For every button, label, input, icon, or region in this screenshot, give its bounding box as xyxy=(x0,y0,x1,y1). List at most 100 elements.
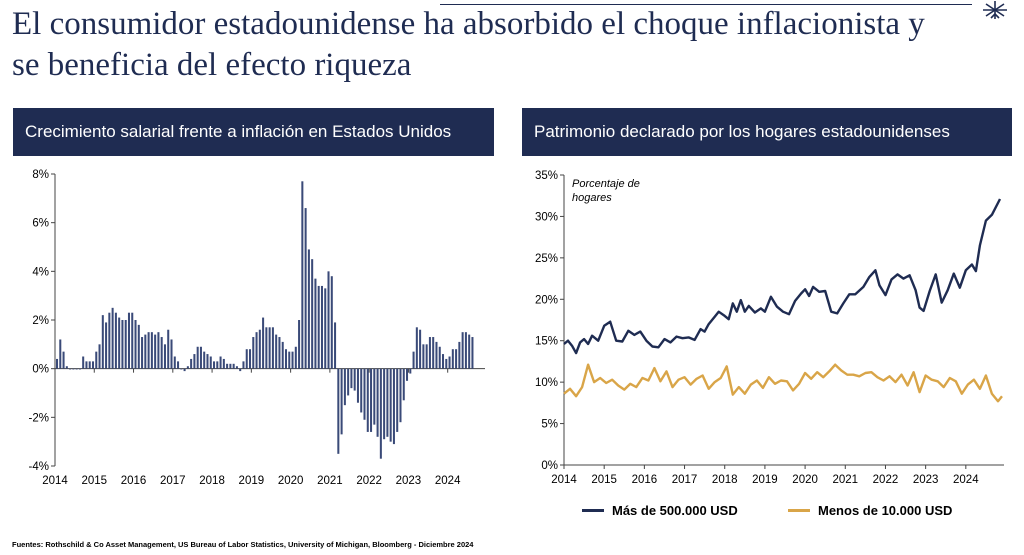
x-tick-label: 2020 xyxy=(792,474,818,486)
bar xyxy=(389,368,392,442)
y-tick-label: 10% xyxy=(535,377,558,389)
x-tick-label: 2017 xyxy=(672,474,698,486)
bar xyxy=(59,339,62,369)
y-tick-label: 2% xyxy=(32,315,49,327)
bar xyxy=(448,356,451,369)
x-tick-label: 2020 xyxy=(278,475,304,487)
bar xyxy=(262,317,265,369)
bar xyxy=(137,324,140,369)
bar xyxy=(392,368,395,445)
bar xyxy=(284,349,288,369)
y-tick-label: 20% xyxy=(535,294,558,306)
y-tick-label: 0% xyxy=(541,460,558,472)
bar xyxy=(88,361,91,369)
y-tick-label: -2% xyxy=(29,412,49,424)
bar xyxy=(337,368,340,454)
legend-item-over-500k: Más de 500.000 USD xyxy=(582,503,738,518)
x-tick-label: 2021 xyxy=(317,475,343,487)
bar xyxy=(409,368,412,374)
bar xyxy=(229,363,232,369)
bar xyxy=(415,327,418,369)
bar xyxy=(298,320,301,369)
bar xyxy=(105,322,108,369)
bar xyxy=(428,337,431,369)
x-tick-label: 2021 xyxy=(832,474,858,486)
household-wealth-chart: 35% 30% 25% 20% 15% 10% 5% 0% 2014 2015 2016 2017 20… xyxy=(522,160,1012,500)
bar xyxy=(330,276,333,369)
bar xyxy=(91,361,95,369)
bar xyxy=(160,337,163,369)
bar xyxy=(353,368,356,391)
chart-2-title: Patrimonio declarado por los hogares est… xyxy=(522,108,1012,156)
bar xyxy=(441,354,445,369)
bar xyxy=(455,349,458,369)
bar xyxy=(252,337,255,369)
y-tick-label: 4% xyxy=(32,266,49,278)
bar xyxy=(307,249,310,369)
x-tick-label: 2014 xyxy=(551,474,577,486)
bar xyxy=(464,332,467,369)
bar xyxy=(245,349,248,369)
x-tick-label: 2024 xyxy=(953,474,979,486)
bar xyxy=(304,208,307,369)
y-tick-label: 35% xyxy=(535,170,558,182)
bar xyxy=(356,368,359,403)
bar xyxy=(141,337,144,369)
bar xyxy=(432,337,435,369)
bar xyxy=(402,368,405,401)
bar xyxy=(317,285,320,369)
bar xyxy=(65,366,68,369)
bar xyxy=(144,334,147,369)
snowflake-logo-icon xyxy=(983,1,1007,19)
bar xyxy=(422,344,425,369)
legend-swatch-gold xyxy=(788,509,810,512)
x-tick-label: 2022 xyxy=(356,475,382,487)
bar xyxy=(147,332,150,369)
source-note: Fuentes: Rothschild & Co Asset Managemen… xyxy=(12,540,474,549)
bar xyxy=(114,312,117,369)
bar xyxy=(69,368,72,370)
bar xyxy=(350,368,353,389)
bar xyxy=(340,368,343,435)
y-tick-label: 0% xyxy=(32,364,49,376)
bar xyxy=(275,334,278,369)
bar xyxy=(281,341,284,369)
bar xyxy=(376,368,379,437)
bar xyxy=(471,337,474,369)
bar xyxy=(438,346,441,369)
legend-swatch-navy xyxy=(582,509,604,512)
wage-vs-inflation-svg: 8% 6% 4% 2% 0% -2% -4% 2014 2015 2016 2017 2018 2019… xyxy=(29,169,485,487)
bar xyxy=(399,368,402,423)
bar xyxy=(193,354,196,369)
page-title: El consumidor estadounidense ha absorbid… xyxy=(12,6,925,83)
bar xyxy=(183,368,186,372)
bar xyxy=(311,259,314,369)
x-tick-label: 2017 xyxy=(160,475,186,487)
annotation-line-2: hogares xyxy=(572,192,612,204)
bar xyxy=(451,349,454,369)
bar xyxy=(278,337,281,369)
bar xyxy=(173,356,176,369)
x-tick-label: 2016 xyxy=(121,475,147,487)
bar xyxy=(412,351,415,369)
bar xyxy=(216,361,219,369)
x-tick-label: 2014 xyxy=(42,475,68,487)
x-tick-label: 2018 xyxy=(712,474,738,486)
bar xyxy=(154,334,157,369)
header-rule xyxy=(440,4,972,5)
bar xyxy=(199,346,202,369)
bar xyxy=(370,368,373,432)
y-tick-label: 5% xyxy=(541,419,558,431)
bar xyxy=(150,332,153,369)
bar xyxy=(167,329,170,369)
bar xyxy=(419,329,422,369)
x-tick-label: 2023 xyxy=(913,474,939,486)
household-wealth-svg: 35% 30% 25% 20% 15% 10% 5% 0% 2014 2015 2016 2017 20… xyxy=(535,170,1004,486)
legend-label-under-10k: Menos de 10.000 USD xyxy=(818,503,953,518)
bar xyxy=(163,344,166,369)
bar xyxy=(127,312,130,369)
bar xyxy=(396,368,399,432)
x-tick-label: 2015 xyxy=(591,474,617,486)
chart-1-title: Crecimiento salarial frente a inflación … xyxy=(13,108,494,156)
bar xyxy=(118,317,121,369)
